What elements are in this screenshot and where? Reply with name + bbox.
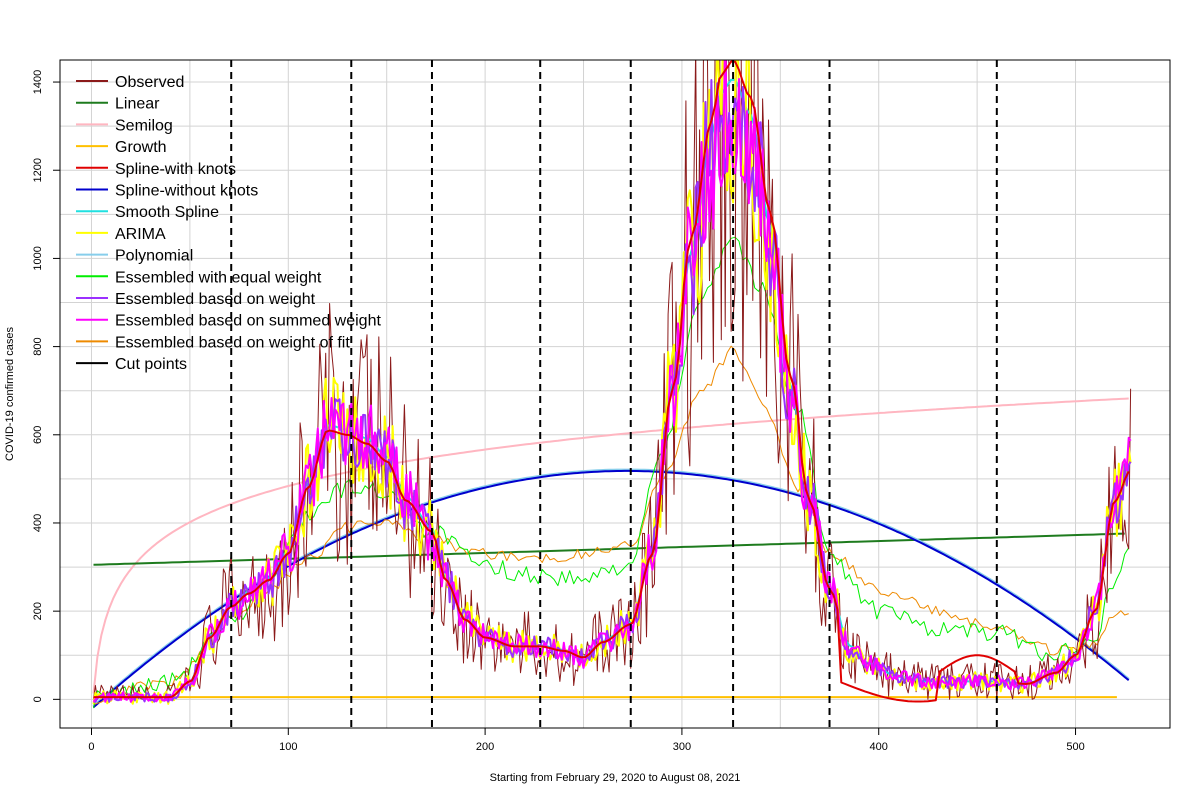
x-tick-label: 400 — [870, 741, 888, 753]
legend-label-polynomial: Polynomial — [115, 248, 193, 265]
series-line-ens_summed — [92, 60, 1132, 703]
legend-label-spline_noknots: Spline-without knots — [115, 183, 258, 200]
y-tick-label: 1000 — [32, 246, 44, 270]
x-tick-label: 200 — [476, 741, 494, 753]
axes: 0 100 200 300 400 500 0 200 400 600 800 1000 1200 140… — [32, 70, 1085, 753]
y-tick-label: 800 — [32, 337, 44, 355]
legend-label-cut: Cut points — [115, 356, 187, 373]
legend-label-growth: Growth — [115, 139, 167, 156]
legend-label-observed: Observed — [115, 74, 184, 91]
legend-label-semilog: Semilog — [115, 117, 173, 134]
y-tick-label: 0 — [32, 696, 44, 702]
legend-label-ens_weight: Essembled based on weight — [115, 291, 316, 308]
series-line-spline_noknots — [92, 469, 1130, 709]
y-tick-label: 600 — [32, 426, 44, 444]
series-line-smooth_spline — [93, 78, 1130, 699]
legend-label-arima: ARIMA — [115, 226, 166, 243]
legend-label-ens_equal: Essembled with equal weight — [115, 269, 322, 286]
y-tick-label: 400 — [32, 514, 44, 532]
y-tick-label: 1400 — [32, 70, 44, 94]
legend-label-spline_knots: Spline-with knots — [115, 161, 236, 178]
series-layer — [92, 60, 1132, 709]
y-tick-label: 1200 — [32, 158, 44, 182]
series-line-linear — [93, 532, 1125, 566]
legend-label-smooth_spline: Smooth Spline — [115, 204, 219, 221]
cut-points-layer — [230, 60, 998, 728]
legend: Observed Linear Semilog Growth Spline-with k… — [76, 74, 381, 373]
y-tick-label: 200 — [32, 602, 44, 620]
legend-label-ens_fit: Essembled based on weight of fit — [115, 334, 350, 351]
x-axis-title: Starting from February 29, 2020 to Augus… — [490, 772, 741, 784]
x-tick-label: 0 — [88, 741, 94, 753]
series-line-polynomial — [92, 468, 1130, 708]
x-tick-label: 300 — [673, 741, 691, 753]
x-tick-label: 100 — [279, 741, 297, 753]
series-line-spline_knots — [93, 60, 1130, 703]
legend-label-linear: Linear — [115, 96, 160, 113]
series-line-semilog — [92, 397, 1129, 694]
x-tick-label: 500 — [1066, 741, 1084, 753]
legend-label-ens_summed: Essembled based on summed weight — [115, 313, 381, 330]
y-axis-title: COVID-19 confirmed cases — [4, 327, 16, 461]
